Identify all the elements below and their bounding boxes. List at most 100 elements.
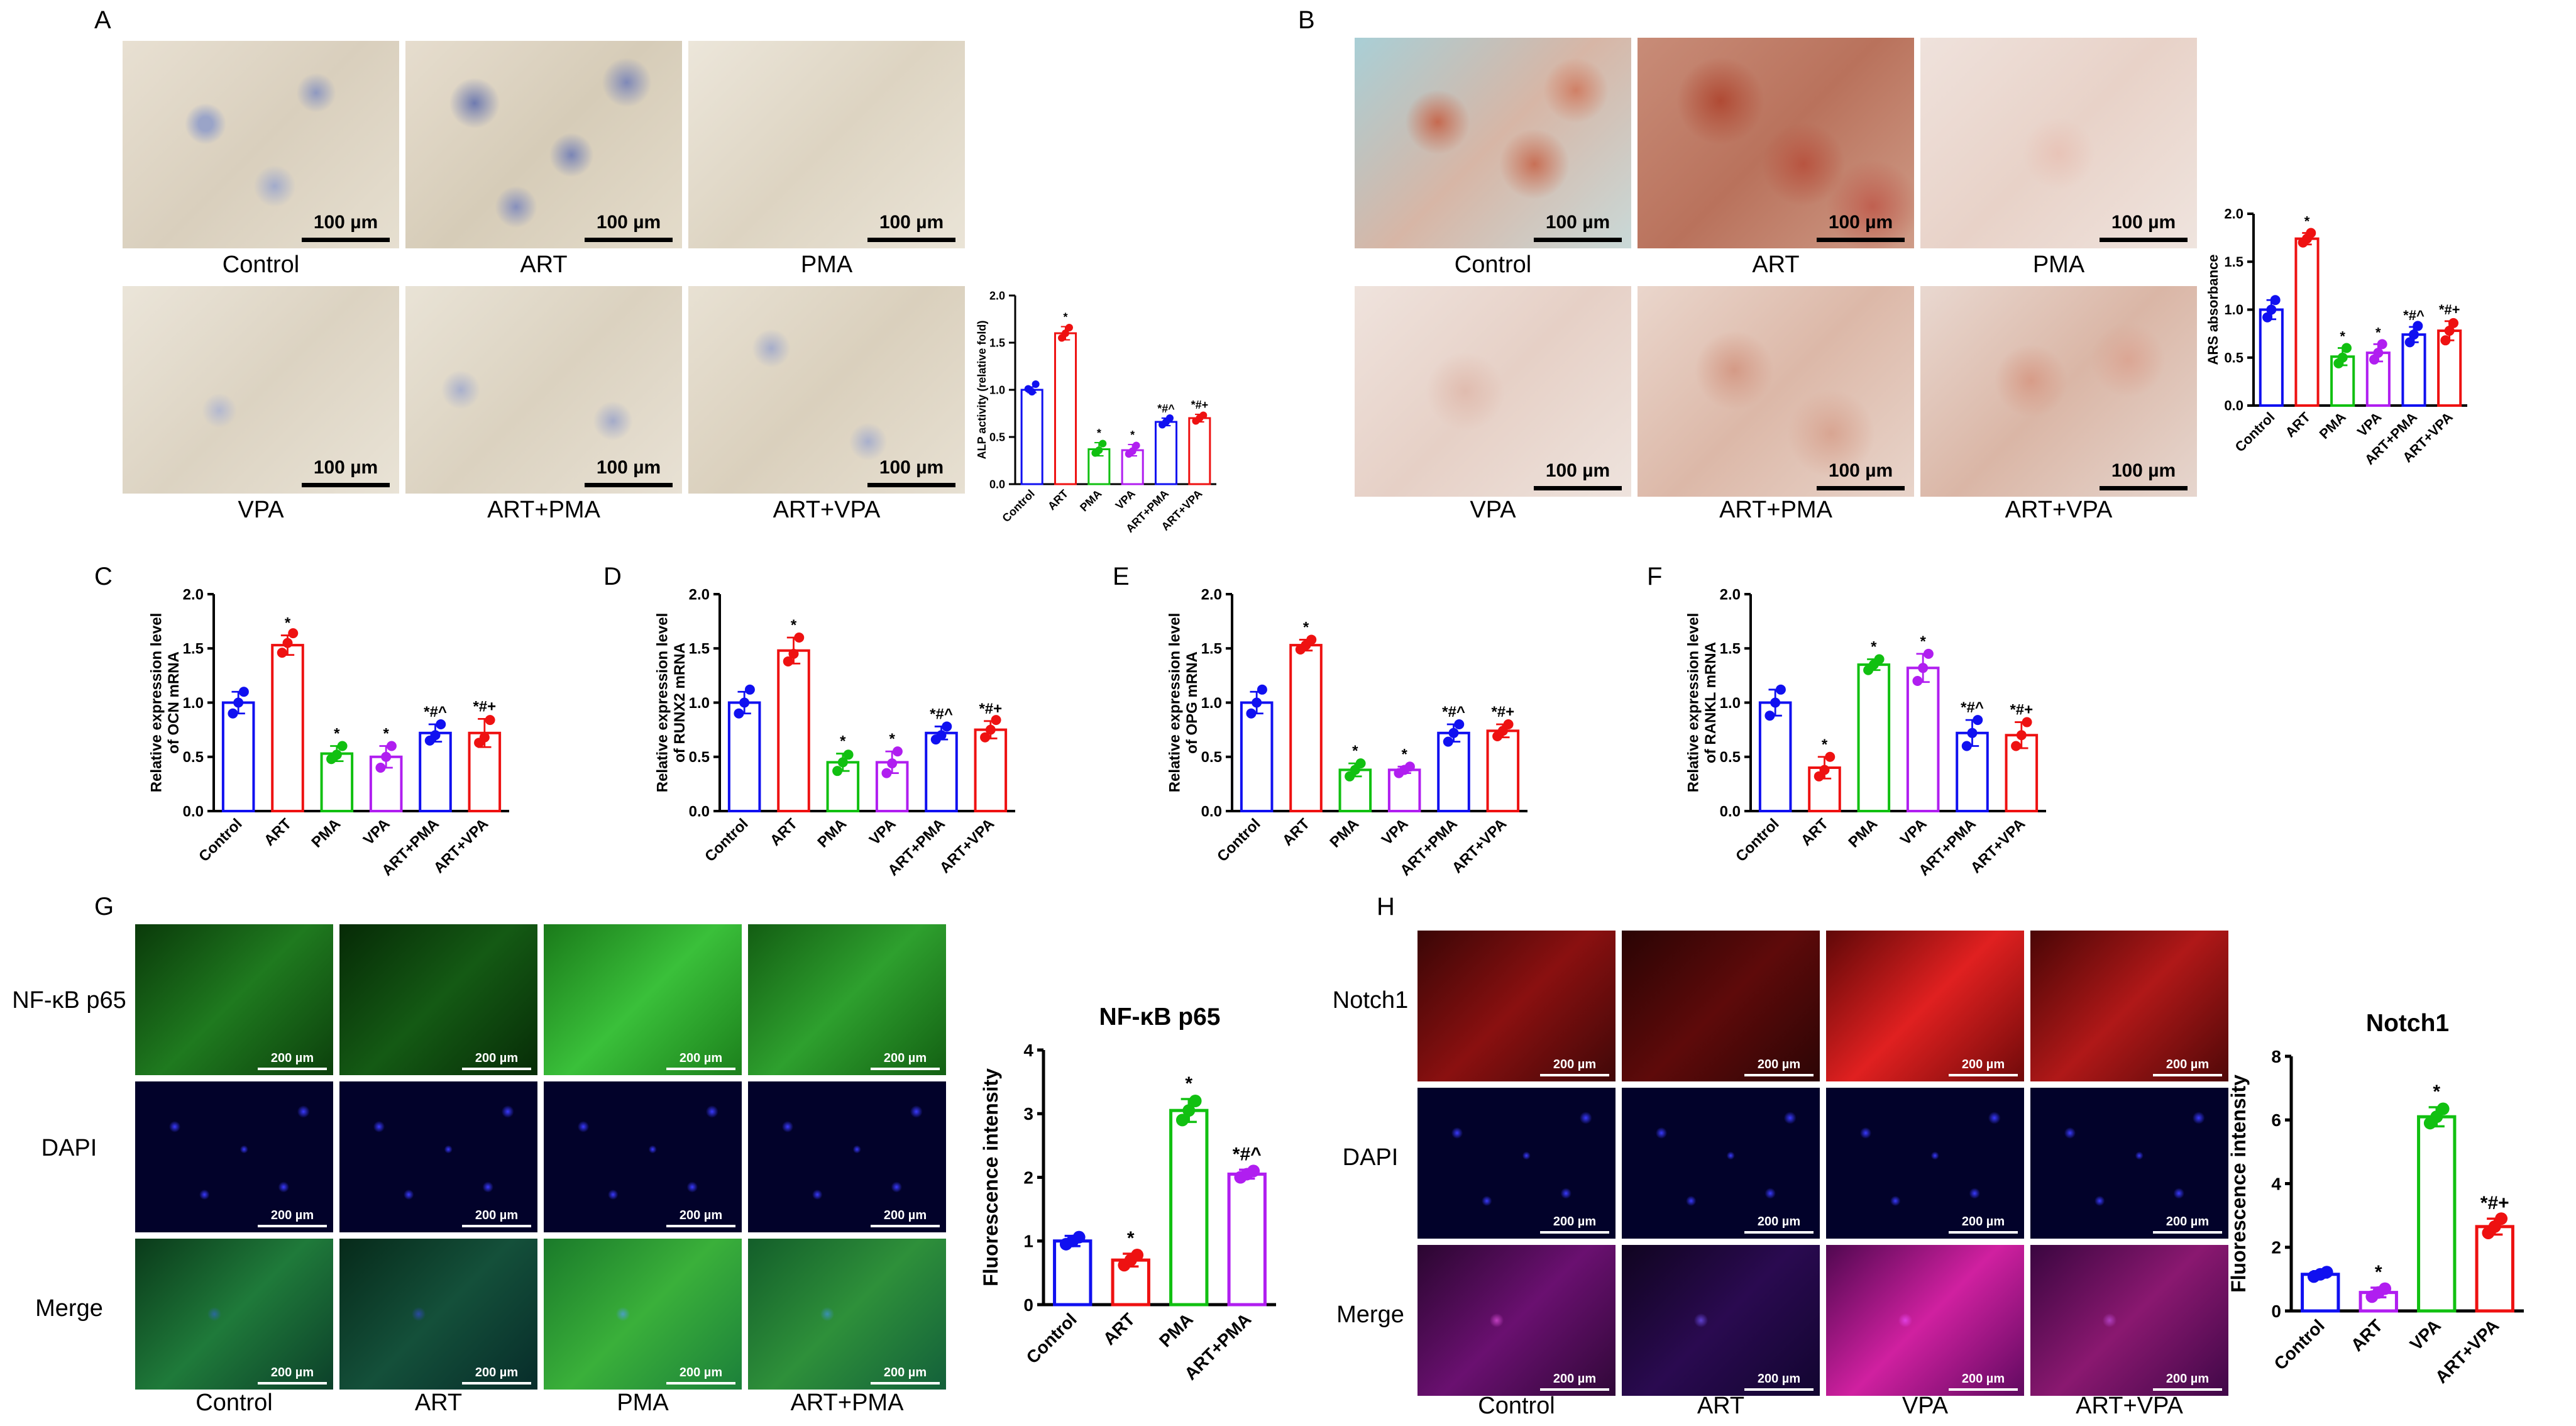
ars-micrograph-art-vpa: 100 µm <box>1920 286 2197 497</box>
scale-bar: 200 µm <box>666 1208 735 1227</box>
scale-bar: 200 µm <box>871 1208 940 1227</box>
y-tick-label: 1.5 <box>1720 641 1741 658</box>
y-tick-label: 2.0 <box>1201 586 1222 603</box>
data-point <box>2413 321 2423 331</box>
x-tick-label: ART <box>1798 815 1832 849</box>
x-tick-label: ART <box>1279 815 1313 849</box>
data-point <box>985 724 996 735</box>
panel-label-g: G <box>94 893 114 920</box>
x-tick-label: ART <box>1045 487 1071 512</box>
y-tick-label: 1.0 <box>1720 695 1741 712</box>
fluorescence-image: 200 µm <box>339 924 537 1075</box>
data-point <box>2444 326 2455 336</box>
bar <box>2294 237 2320 407</box>
significance-label: *#^ <box>424 704 447 721</box>
y-axis-label: Fluorescence intensity <box>979 1068 1002 1286</box>
caption-art-vpa: ART+VPA <box>2005 497 2113 523</box>
col-label-control: Control <box>1478 1393 1555 1419</box>
col-label-pma: PMA <box>617 1390 669 1416</box>
data-point <box>881 768 892 778</box>
significance-label: *#+ <box>979 700 1002 717</box>
scale-bar: 100 µm <box>302 457 390 487</box>
data-point <box>1131 1249 1144 1262</box>
significance-label: *#+ <box>2010 702 2033 719</box>
y-tick-label: 1.0 <box>989 384 1005 396</box>
bar <box>419 731 452 813</box>
scale-bar: 100 µm <box>867 212 955 242</box>
scale-bar: 100 µm <box>2100 460 2188 490</box>
caption-vpa: VPA <box>238 497 284 523</box>
x-tick-label: VPA <box>1897 815 1930 849</box>
y-tick-label: 1.0 <box>183 695 204 712</box>
significance-label: * <box>1920 633 1926 650</box>
x-tick-label: PMA <box>1155 1310 1197 1351</box>
caption-pma: PMA <box>800 251 853 278</box>
bar <box>974 728 1008 812</box>
scale-bar: 100 µm <box>2100 212 2188 242</box>
x-tick-label: ART <box>1099 1310 1139 1349</box>
y-tick-label: 2 <box>2271 1238 2281 1257</box>
scale-bar: 100 µm <box>867 457 955 487</box>
data-point <box>794 633 805 643</box>
significance-label: * <box>2433 1081 2440 1102</box>
y-tick-label: 0.5 <box>989 431 1005 443</box>
y-tick-label: 0.5 <box>2224 350 2243 365</box>
panel-label-f: F <box>1647 563 1663 590</box>
significance-label: * <box>1871 639 1877 656</box>
data-point <box>2409 329 2419 340</box>
data-point <box>734 708 744 719</box>
fluorescence-image: 200 µm <box>2030 1245 2228 1396</box>
y-tick-label: 1.5 <box>2224 254 2243 270</box>
data-point <box>1062 329 1069 337</box>
fluorescence-image: 200 µm <box>544 924 742 1075</box>
chart-title: Notch1 <box>2366 1010 2449 1037</box>
bar <box>925 731 958 813</box>
data-point <box>1306 634 1317 645</box>
fluorescence-image: 200 µm <box>135 1239 333 1390</box>
x-tick-label: PMA <box>308 815 344 851</box>
alp-micrograph-art-vpa: 100 µm <box>688 286 965 494</box>
y-tick-label: 0 <box>2271 1302 2281 1321</box>
y-tick-label: 2.0 <box>989 289 1005 302</box>
data-point <box>739 697 750 708</box>
col-label-vpa: VPA <box>1902 1393 1949 1419</box>
data-point <box>1175 1114 1189 1127</box>
data-point <box>2404 337 2415 348</box>
bar <box>221 701 255 812</box>
fluorescence-image: 200 µm <box>1622 931 1820 1081</box>
significance-label: * <box>1130 429 1135 441</box>
x-tick-label: Control <box>1000 487 1037 524</box>
fluorescence-image: 200 µm <box>748 1239 946 1390</box>
fluorescence-image: 200 µm <box>544 1081 742 1232</box>
scale-bar: 200 µm <box>258 1366 327 1385</box>
alp-micrograph-pma: 100 µm <box>688 41 965 248</box>
data-point <box>892 746 903 757</box>
data-point <box>936 730 947 741</box>
y-tick-label: 1.5 <box>183 641 204 658</box>
data-point <box>2016 730 2027 741</box>
col-label-art-pma: ART+PMA <box>790 1390 904 1416</box>
bar <box>1758 701 1792 812</box>
scale-bar: 100 µm <box>585 457 673 487</box>
scale-bar: 200 µm <box>1540 1058 1609 1076</box>
data-point <box>1189 1095 1202 1107</box>
caption-vpa: VPA <box>1470 497 1516 523</box>
significance-label: *#^ <box>1442 704 1465 721</box>
data-point <box>788 648 799 659</box>
significance-label: *#+ <box>1191 399 1209 411</box>
scale-bar: 100 µm <box>302 212 390 242</box>
y-tick-label: 4 <box>1023 1041 1033 1060</box>
data-point <box>1199 411 1208 419</box>
significance-label: * <box>383 726 389 743</box>
data-point <box>837 757 848 768</box>
bar <box>1154 421 1178 485</box>
y-axis-label: ARS absorbance <box>2205 254 2221 365</box>
y-tick-label: 2.0 <box>689 586 710 603</box>
y-tick-label: 1.5 <box>1201 641 1222 658</box>
ars-micrograph-art-pma: 100 µm <box>1638 286 1914 497</box>
scale-bar: 200 µm <box>462 1366 531 1385</box>
data-point <box>843 749 854 760</box>
data-point <box>238 687 249 697</box>
data-point <box>2341 343 2352 353</box>
